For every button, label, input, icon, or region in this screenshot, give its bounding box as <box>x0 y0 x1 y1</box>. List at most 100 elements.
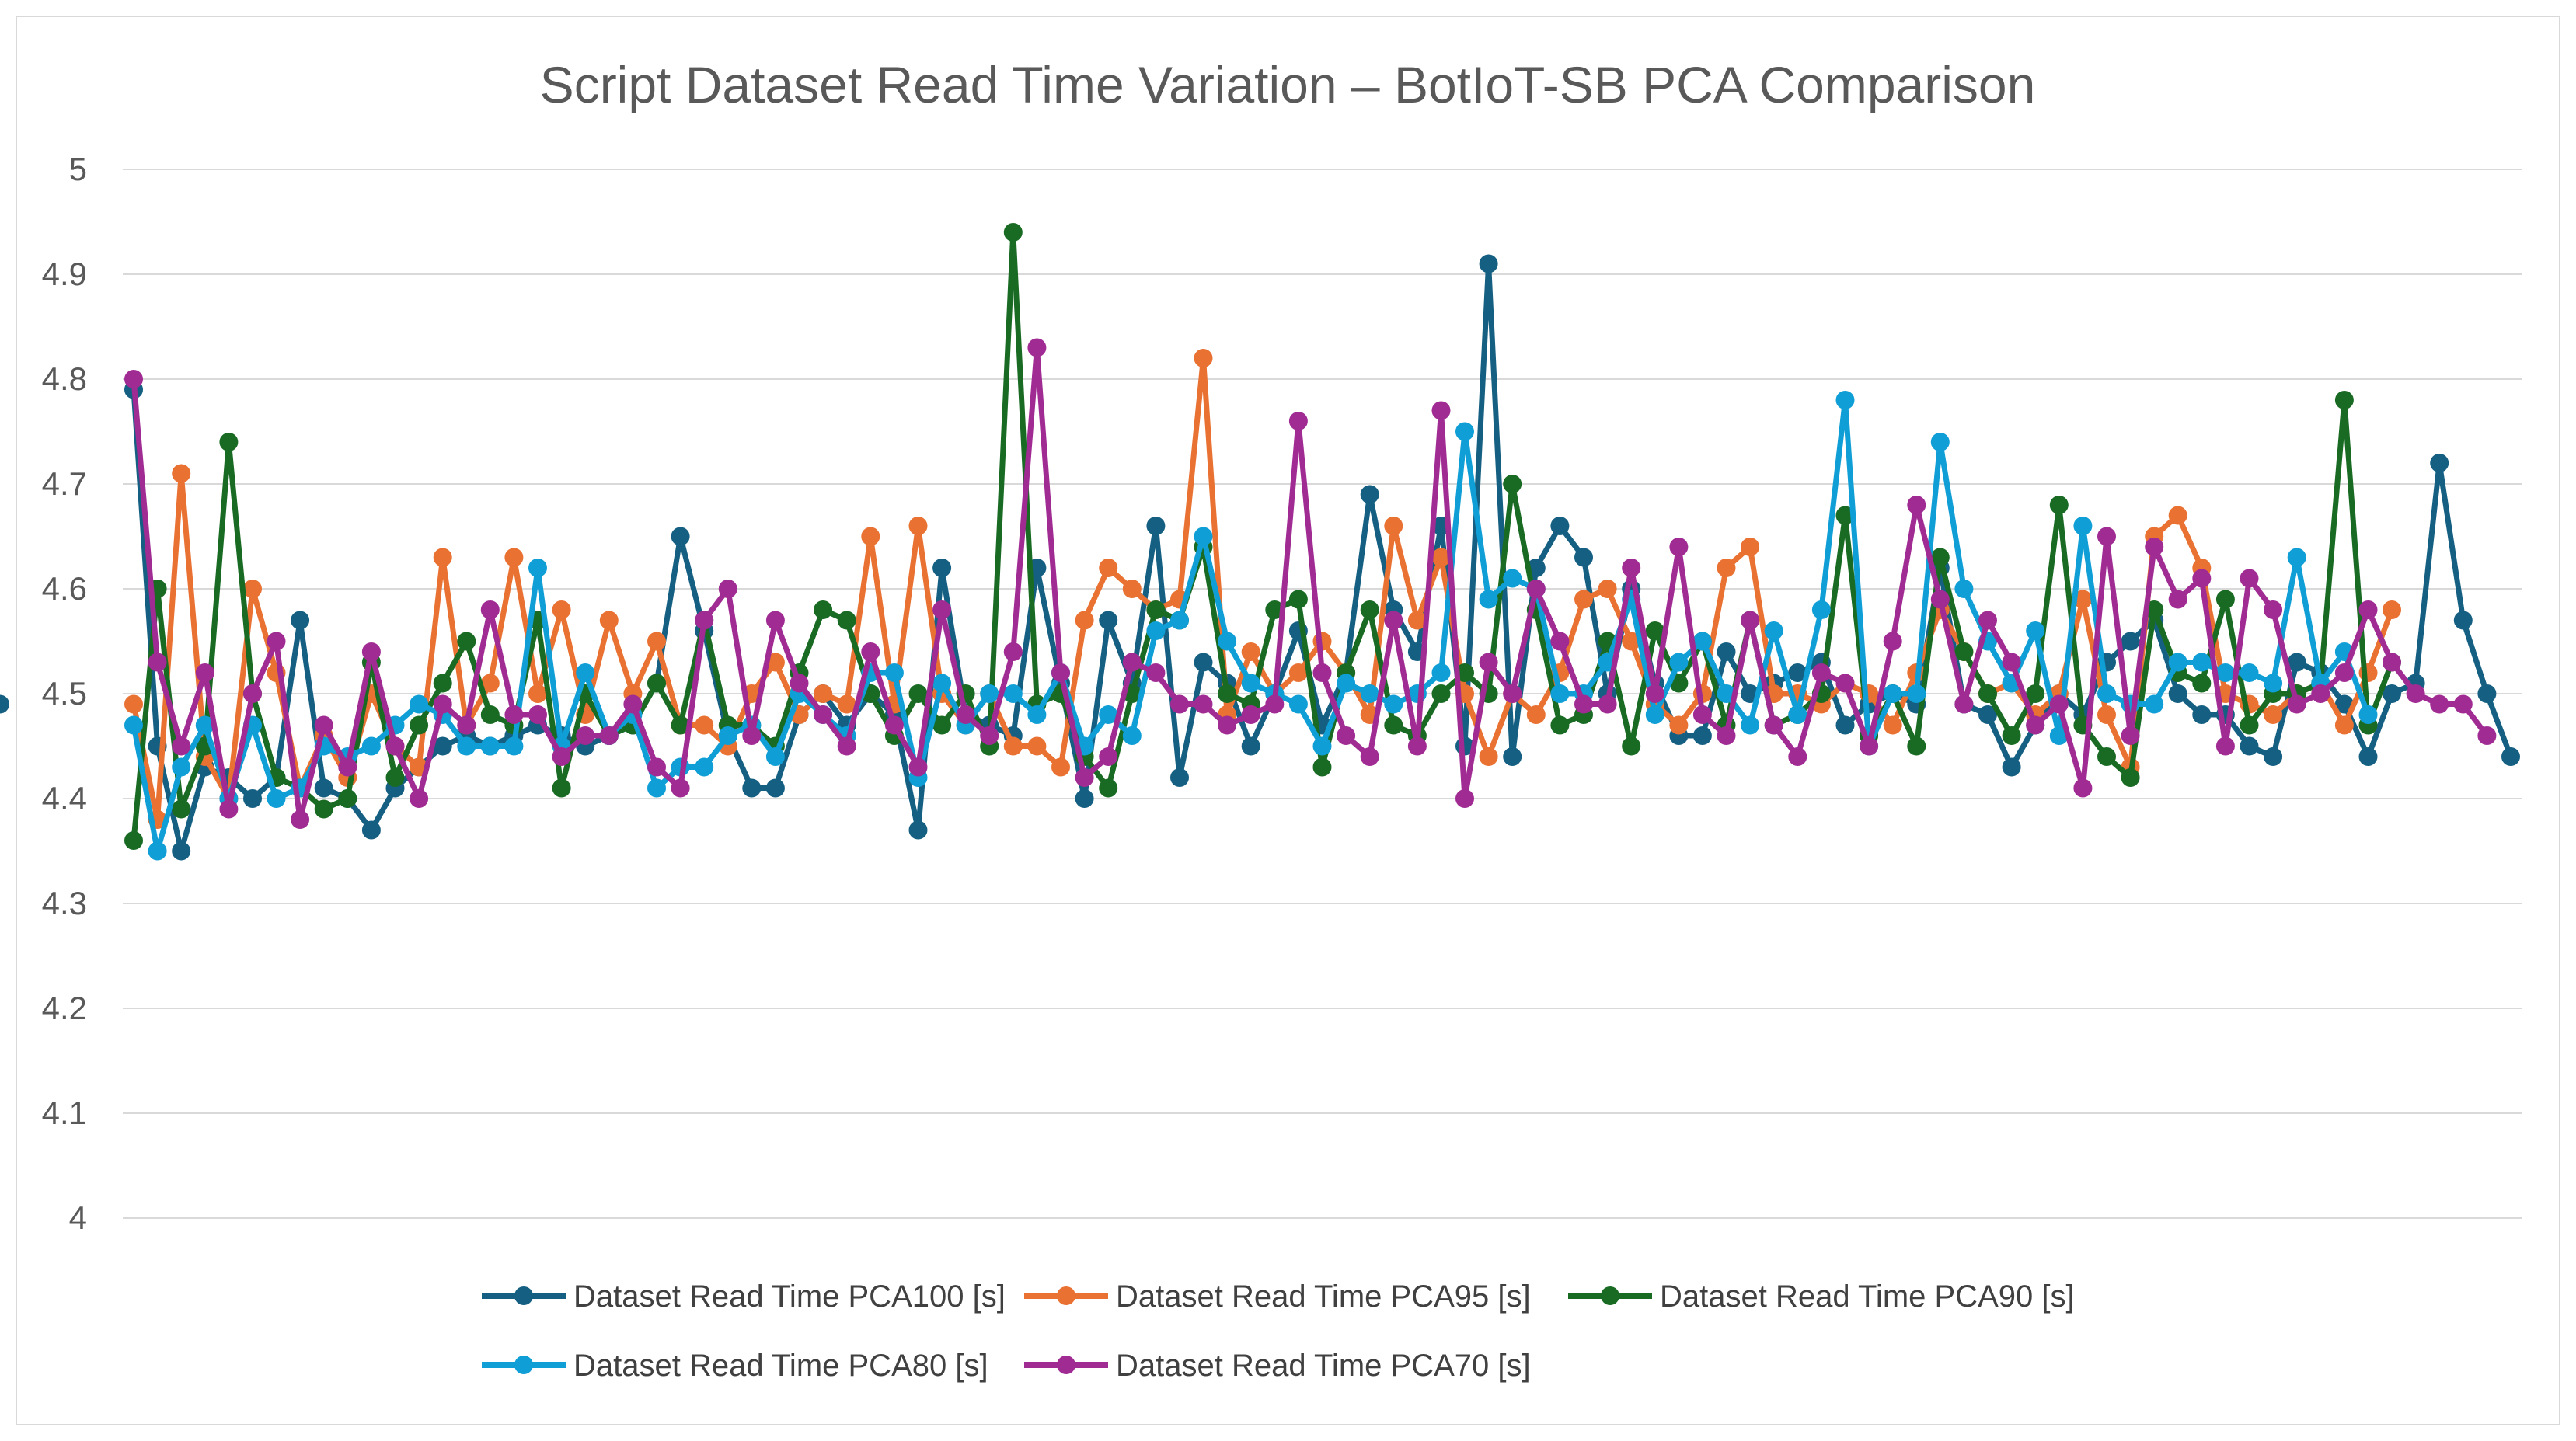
data-point <box>410 789 429 808</box>
data-point <box>1027 338 1047 357</box>
data-point <box>1288 694 1308 714</box>
data-point <box>457 715 476 735</box>
data-point <box>1218 684 1237 703</box>
y-tick-label: 4.3 <box>42 885 87 921</box>
data-point <box>410 694 429 714</box>
data-point <box>1455 663 1474 682</box>
data-point <box>908 820 928 840</box>
data-point <box>1954 580 1974 598</box>
data-point <box>1978 611 1997 630</box>
data-point <box>837 736 856 756</box>
data-point <box>2453 694 2473 714</box>
data-point <box>2121 632 2140 651</box>
y-tick-label: 4.6 <box>42 570 87 607</box>
data-point <box>718 580 737 598</box>
legend-item[interactable]: Dataset Read Time PCA70 [s] <box>1024 1349 1531 1383</box>
data-point <box>2192 705 2212 724</box>
y-tick-label: 4.1 <box>42 1095 87 1131</box>
data-point <box>861 642 880 661</box>
data-point <box>457 736 476 756</box>
data-point <box>1764 621 1783 640</box>
data-point <box>1003 736 1023 756</box>
data-point <box>172 841 191 861</box>
data-point <box>243 580 262 598</box>
data-point <box>2192 653 2212 672</box>
data-point <box>243 684 262 703</box>
data-point <box>1051 663 1070 682</box>
data-point <box>243 789 262 808</box>
data-point <box>1954 694 1974 714</box>
data-point <box>480 600 500 619</box>
data-point <box>1194 653 1213 672</box>
data-point <box>623 694 643 714</box>
data-point <box>410 715 429 735</box>
data-point <box>2287 548 2306 567</box>
legend-swatch-marker <box>1057 1286 1075 1305</box>
data-point <box>1312 736 1332 756</box>
data-point <box>2073 778 2093 798</box>
data-point <box>932 600 952 619</box>
legend-item[interactable]: Dataset Read Time PCA80 [s] <box>482 1349 988 1383</box>
data-point <box>1051 757 1070 777</box>
data-point <box>908 684 928 703</box>
data-point <box>1384 517 1403 535</box>
data-point <box>599 611 619 630</box>
data-point <box>1288 412 1308 430</box>
data-point <box>695 611 714 630</box>
data-point <box>2097 684 2116 703</box>
data-point <box>528 705 547 724</box>
chart-title: Script Dataset Read Time Variation – Bot… <box>540 56 2036 113</box>
data-point <box>1384 694 1403 714</box>
data-point <box>1811 663 1831 682</box>
data-point <box>1835 506 1855 525</box>
legend-item[interactable]: Dataset Read Time PCA95 [s] <box>1024 1279 1531 1314</box>
data-point <box>2358 705 2378 724</box>
data-point <box>433 674 452 693</box>
data-point <box>1003 642 1023 661</box>
data-point <box>1241 642 1260 661</box>
data-point <box>2287 653 2306 672</box>
data-point <box>671 715 690 735</box>
legend-item[interactable]: Dataset Read Time PCA100 [s] <box>482 1279 1006 1314</box>
data-point <box>837 694 856 714</box>
data-point <box>338 757 357 777</box>
data-point <box>433 736 452 756</box>
data-point <box>1764 715 1783 735</box>
data-point <box>1835 674 1855 693</box>
data-point <box>1360 747 1379 766</box>
data-point <box>2049 496 2069 514</box>
data-point <box>1550 715 1570 735</box>
data-point <box>2501 747 2520 766</box>
data-point <box>1692 632 1712 651</box>
data-point <box>2215 663 2235 682</box>
data-point <box>480 736 500 756</box>
data-point <box>1099 559 1118 577</box>
data-point <box>1788 663 1807 682</box>
legend-item[interactable]: Dataset Read Time PCA90 [s] <box>1568 1279 2075 1314</box>
data-point <box>1099 778 1118 798</box>
data-point <box>2215 590 2235 609</box>
data-point <box>932 715 952 735</box>
legend[interactable]: Dataset Read Time PCA100 [s] Dataset Read… <box>482 1279 2075 1383</box>
data-point <box>2311 684 2330 703</box>
data-point <box>1360 600 1379 619</box>
data-point <box>528 684 547 703</box>
data-point <box>765 778 785 798</box>
data-point <box>1954 642 1974 661</box>
data-point <box>1312 757 1332 777</box>
data-point <box>314 799 333 819</box>
data-point <box>1717 726 1736 745</box>
data-point <box>2453 611 2473 630</box>
legend-swatch-marker <box>1601 1286 1619 1305</box>
y-tick-label: 4.4 <box>42 780 87 816</box>
data-point <box>1503 747 1522 766</box>
data-point <box>1883 684 1902 703</box>
data-point <box>742 726 762 745</box>
data-point <box>1003 223 1023 242</box>
data-point <box>1479 254 1498 273</box>
data-point <box>980 684 999 703</box>
data-point <box>291 611 310 630</box>
data-point <box>2264 747 2283 766</box>
data-point <box>2026 684 2045 703</box>
data-point <box>1384 715 1403 735</box>
